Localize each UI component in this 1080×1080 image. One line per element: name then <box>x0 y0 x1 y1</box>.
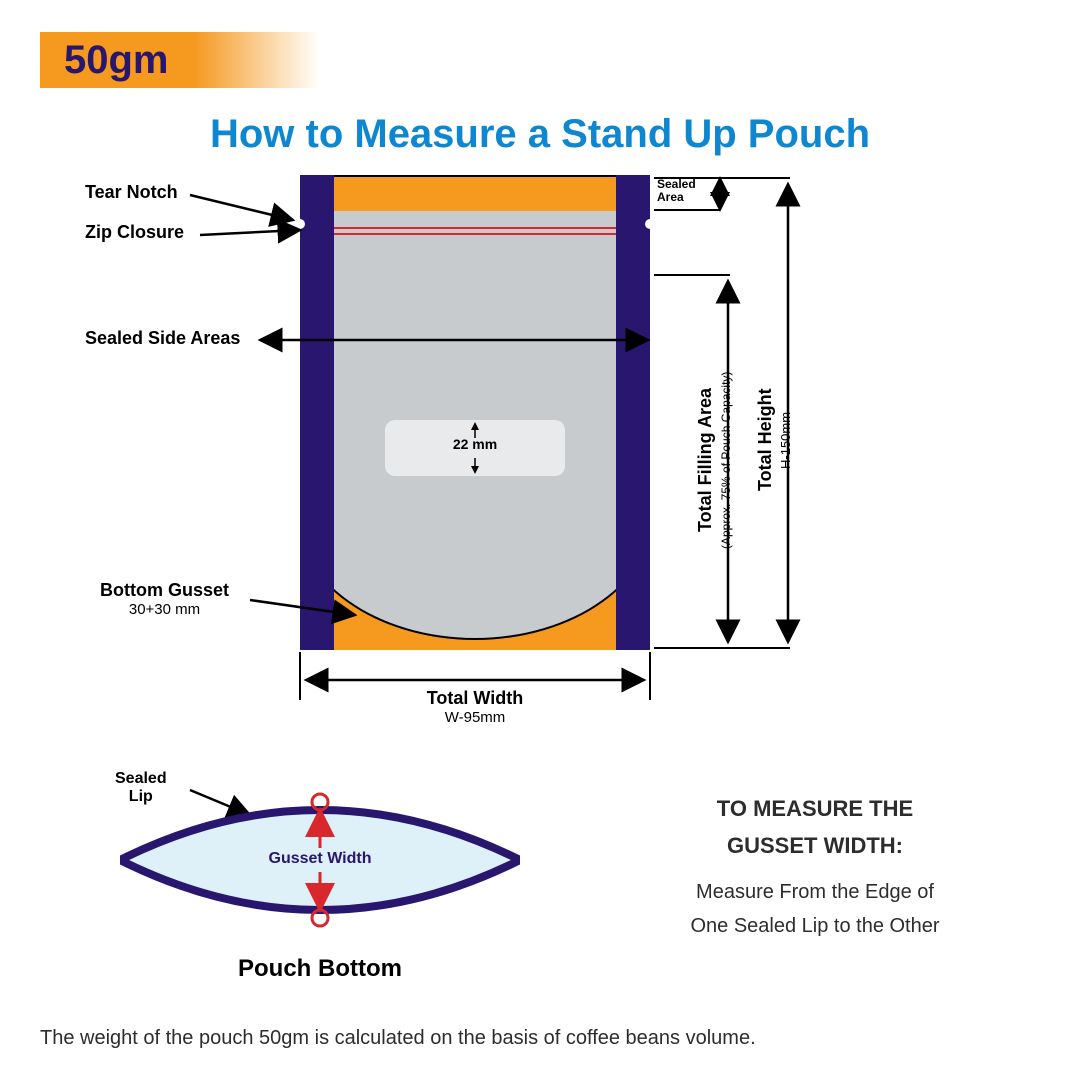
label-total-height-dim: H-150mm <box>778 411 793 468</box>
label-bottom-gusset-text: Bottom Gusset <box>100 580 229 600</box>
footnote: The weight of the pouch 50gm is calculat… <box>40 1027 756 1050</box>
gusset-instructions-heading: TO MEASURE THE GUSSET WIDTH: <box>600 790 1030 865</box>
gusset-instructions-body: Measure From the Edge of One Sealed Lip … <box>600 875 1030 943</box>
window-rect: 22 mm <box>385 420 565 476</box>
label-total-height: Total Height H-150mm <box>755 260 797 620</box>
size-badge-text: 50gm <box>64 38 169 83</box>
label-total-height-text: Total Height <box>755 389 775 492</box>
size-badge: 50gm <box>40 32 320 88</box>
sealed-top-band <box>334 175 616 211</box>
label-filling-area-sub: (Approx. 75% of Pouch Capacity) <box>719 371 733 548</box>
label-total-width-text: Total Width <box>427 688 523 708</box>
bottom-gusset <box>334 540 616 650</box>
sealed-side-left <box>300 175 334 650</box>
page-title: How to Measure a Stand Up Pouch <box>0 112 1080 157</box>
sealed-side-right <box>616 175 650 650</box>
label-bottom-gusset-dim: 30+30 mm <box>100 601 229 618</box>
label-bottom-gusset: Bottom Gusset 30+30 mm <box>100 580 229 618</box>
label-sealed-area: Sealed Area <box>657 178 696 204</box>
tear-notch-left <box>295 219 305 229</box>
pouch-diagram: 22 mm <box>300 175 650 650</box>
label-filling-area-text: Total Filling Area <box>695 388 715 532</box>
gusset-instructions: TO MEASURE THE GUSSET WIDTH: Measure Fro… <box>600 790 1030 943</box>
tear-notch-right <box>645 219 655 229</box>
label-total-width-dim: W-95mm <box>300 709 650 726</box>
label-zip-closure: Zip Closure <box>85 222 184 243</box>
label-filling-area: Total Filling Area (Approx. 75% of Pouch… <box>695 300 737 620</box>
zip-line-top <box>334 227 616 229</box>
label-sealed-side: Sealed Side Areas <box>85 328 240 349</box>
label-total-width: Total Width W-95mm <box>300 688 650 726</box>
label-tear-notch: Tear Notch <box>85 182 178 203</box>
window-dimension-label: 22 mm <box>385 436 565 452</box>
label-sealed-lip: Sealed Lip <box>115 770 167 806</box>
zip-line-bottom <box>334 233 616 235</box>
label-gusset-width: Gusset Width <box>100 850 540 868</box>
label-pouch-bottom: Pouch Bottom <box>100 955 540 983</box>
